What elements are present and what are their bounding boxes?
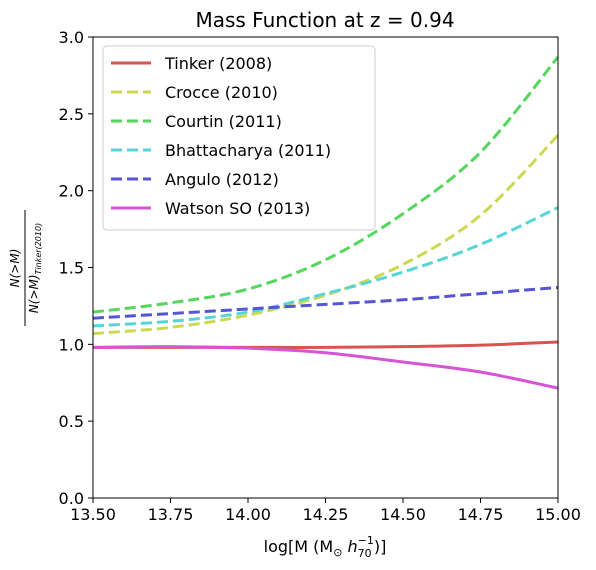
legend-label-3: Bhattacharya (2011) bbox=[165, 141, 331, 160]
legend: Tinker (2008) Crocce (2010) Courtin (2011)… bbox=[102, 45, 376, 231]
y-tick-label-1: 0.5 bbox=[59, 412, 84, 431]
legend-label-2: Courtin (2011) bbox=[165, 112, 282, 131]
x-tick-label-3: 14.25 bbox=[303, 505, 349, 524]
y-tick-label-5: 2.5 bbox=[59, 105, 84, 124]
x-tick-label-2: 14.00 bbox=[225, 505, 271, 524]
x-axis-label-post: )] bbox=[374, 537, 386, 556]
legend-label-5: Watson SO (2013) bbox=[165, 199, 310, 218]
y-axis-label-numerator: N(>M) bbox=[8, 249, 22, 288]
chart-title: Mass Function at z = 0.94 bbox=[195, 8, 454, 32]
x-axis-label-sup: −1 bbox=[358, 534, 374, 547]
legend-label-4: Angulo (2012) bbox=[165, 170, 279, 189]
x-tick-label-5: 14.75 bbox=[458, 505, 504, 524]
y-tick-label-6: 3.0 bbox=[59, 28, 84, 47]
plot-area: 13.50 13.75 14.00 14.25 14.50 14.75 15.00 0.0 0.… bbox=[59, 28, 581, 524]
x-axis-label: log[M (M⊙ h70−1)] bbox=[264, 534, 387, 560]
y-tick-label-3: 1.5 bbox=[59, 259, 84, 278]
series-line-4 bbox=[93, 285, 558, 320]
x-axis-label-pre: log[M (M bbox=[264, 537, 334, 556]
y-axis-label-denominator: N(>M)Tinker(2010) bbox=[27, 223, 43, 313]
x-axis-label-sun: ⊙ bbox=[333, 546, 342, 559]
x-tick-label-6: 15.00 bbox=[535, 505, 581, 524]
series-line-2 bbox=[93, 56, 558, 314]
y-axis-label-den-sub: Tinker(2010) bbox=[34, 223, 43, 275]
series-lines bbox=[93, 56, 558, 390]
x-tick-label-0: 13.50 bbox=[70, 505, 116, 524]
y-axis-label: N(>M) N(>M)Tinker(2010) bbox=[8, 210, 43, 326]
legend-box bbox=[102, 45, 376, 231]
x-tick-label-4: 14.50 bbox=[380, 505, 426, 524]
x-axis-label-h: h bbox=[342, 537, 357, 556]
y-tick-label-4: 2.0 bbox=[59, 182, 84, 201]
x-tick-label-1: 13.75 bbox=[148, 505, 194, 524]
y-tick-label-0: 0.0 bbox=[59, 489, 84, 508]
y-tick-label-2: 1.0 bbox=[59, 335, 84, 354]
legend-label-1: Crocce (2010) bbox=[165, 83, 278, 102]
x-axis-label-sub: 70 bbox=[358, 547, 372, 560]
y-axis-label-den-main: N(>M) bbox=[27, 274, 41, 313]
series-line-5 bbox=[93, 345, 558, 390]
legend-label-0: Tinker (2008) bbox=[164, 54, 272, 73]
